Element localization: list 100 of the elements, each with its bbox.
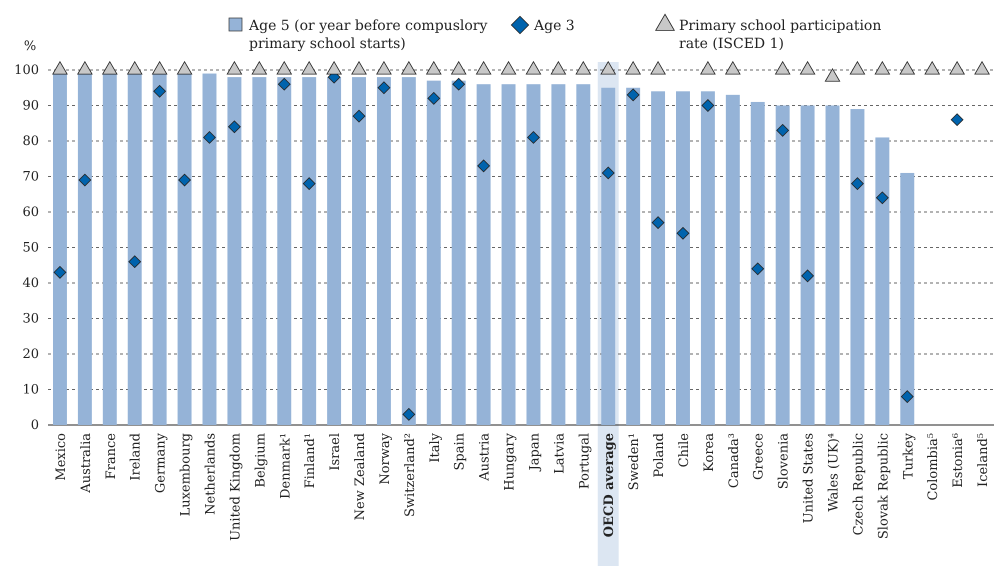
bar — [502, 84, 516, 425]
x-tick-label: New Zealand — [353, 433, 368, 520]
x-tick-label: Chile — [676, 432, 692, 468]
point — [800, 61, 816, 75]
y-tick-label: 70 — [22, 170, 39, 185]
bar — [102, 74, 117, 425]
point — [851, 177, 864, 190]
legend-label: Primary school participation rate (ISCED 1) — [679, 18, 882, 52]
point — [600, 61, 616, 75]
point — [302, 177, 316, 190]
point — [650, 61, 666, 75]
point — [302, 61, 317, 75]
point — [153, 84, 166, 98]
y-tick-label: 100 — [14, 63, 39, 78]
x-tick-label: Colombia⁵ — [926, 433, 942, 501]
point — [876, 191, 889, 204]
y-tick-label: 30 — [22, 312, 39, 327]
bar — [452, 80, 466, 425]
point — [576, 61, 591, 75]
bar — [52, 74, 67, 425]
bar — [900, 172, 914, 425]
point — [824, 68, 840, 82]
point — [52, 61, 68, 75]
point — [775, 61, 790, 75]
point — [550, 61, 566, 75]
point — [203, 131, 216, 144]
point — [127, 61, 142, 75]
point — [676, 226, 690, 240]
x-tick-label: Israel — [328, 433, 344, 471]
bar — [252, 77, 266, 425]
point — [226, 61, 242, 75]
x-tick-label: Turkey — [901, 432, 916, 480]
bar — [776, 106, 790, 425]
point — [178, 174, 191, 186]
bar — [700, 91, 715, 425]
bar — [526, 84, 540, 425]
bar — [402, 77, 416, 425]
y-tick-label: 60 — [22, 205, 39, 220]
point — [700, 61, 716, 75]
point — [950, 61, 965, 75]
x-tick-label: Portugal — [577, 433, 592, 490]
x-tick-label: United States — [802, 433, 817, 524]
point — [702, 99, 714, 112]
point — [602, 166, 615, 180]
bar — [726, 94, 740, 425]
y-tick-label: 80 — [22, 134, 39, 150]
y-tick-label: 90 — [22, 98, 39, 114]
bar — [651, 91, 666, 425]
x-tick-label: Belgium — [253, 433, 268, 488]
point — [626, 61, 641, 75]
point — [652, 216, 664, 229]
point — [176, 61, 192, 75]
bar — [626, 88, 640, 425]
point — [801, 270, 814, 282]
x-tick-label: Slovak Republic — [876, 433, 892, 540]
point — [77, 61, 92, 75]
point — [326, 61, 342, 75]
point — [351, 61, 367, 75]
legend-label: Age 3 — [533, 18, 575, 34]
x-tick-label: Italy — [428, 432, 443, 463]
bar — [178, 74, 192, 425]
x-tick-label: Japan — [527, 432, 542, 472]
point — [751, 262, 764, 276]
bar — [576, 84, 590, 425]
point — [500, 61, 516, 75]
bar — [426, 80, 441, 425]
bar — [875, 137, 890, 425]
x-tick-label: Switzerland² — [402, 433, 418, 517]
x-tick-label: Germany — [154, 432, 169, 494]
bar — [152, 74, 167, 425]
point — [228, 120, 241, 134]
point — [426, 61, 442, 75]
point — [900, 61, 915, 75]
bar — [277, 77, 292, 425]
point — [252, 61, 267, 75]
bar — [376, 77, 391, 425]
point — [527, 131, 540, 144]
bar — [202, 74, 216, 425]
point — [950, 113, 964, 126]
x-tick-label: Latvia — [552, 432, 568, 474]
x-tick-label: Greece — [752, 432, 767, 480]
point — [451, 61, 466, 75]
x-tick-label: Iceland⁵ — [976, 433, 992, 487]
y-axis-title: % — [24, 39, 36, 54]
point — [376, 61, 392, 75]
y-tick-label: 0 — [30, 418, 39, 434]
point — [78, 174, 92, 186]
bar — [302, 77, 316, 425]
bar — [78, 74, 92, 425]
point — [725, 61, 740, 75]
point — [850, 61, 866, 75]
point — [526, 61, 542, 75]
x-tick-label: Wales (UK)⁴ — [826, 433, 842, 512]
bar — [826, 106, 840, 425]
point — [924, 61, 940, 75]
bar — [551, 84, 566, 425]
x-tick-label: United Kingdom — [228, 433, 244, 541]
bar — [352, 77, 366, 425]
point — [54, 266, 66, 279]
x-tick-label: Korea — [702, 432, 717, 472]
